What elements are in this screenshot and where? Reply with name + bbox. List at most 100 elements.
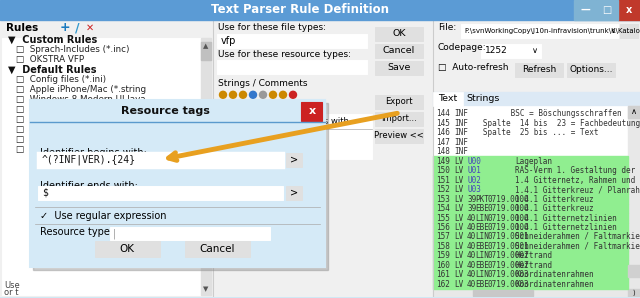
Text: 0719.0000: 0719.0000 — [487, 223, 529, 232]
Text: ...: ... — [625, 27, 632, 35]
Text: LV: LV — [454, 185, 463, 194]
Text: EBE: EBE — [475, 261, 489, 270]
Text: LV: LV — [454, 214, 463, 223]
Text: EBE: EBE — [475, 204, 489, 213]
Text: Resource tags: Resource tags — [121, 106, 210, 116]
Bar — [0, 20, 213, 297]
Text: ▲: ▲ — [204, 43, 209, 49]
Text: Use: Use — [4, 281, 20, 290]
Bar — [217, 34, 367, 48]
Bar — [628, 289, 640, 297]
Text: ▼  Default Rules: ▼ Default Rules — [8, 65, 97, 75]
Text: 160: 160 — [436, 261, 450, 270]
Text: Spalte  14 bis  23 = Fachbedeutung: Spalte 14 bis 23 = Fachbedeutung — [469, 119, 640, 128]
Text: Save: Save — [387, 63, 411, 72]
Bar — [433, 270, 628, 280]
Text: RAS-Verm 1. Gestaltung der Pläne: RAS-Verm 1. Gestaltung der Pläne — [515, 166, 640, 175]
Text: ▼  Custom Rules: ▼ Custom Rules — [8, 35, 97, 45]
Bar — [201, 38, 211, 295]
Text: 0719.0003: 0719.0003 — [487, 270, 529, 280]
Text: 40: 40 — [467, 270, 476, 280]
Text: ^(?INF|VER).{24}: ^(?INF|VER).{24} — [42, 154, 136, 165]
Text: Koordinatenrahmen: Koordinatenrahmen — [515, 280, 594, 289]
Circle shape — [269, 91, 276, 98]
Bar — [620, 24, 638, 38]
Text: 40: 40 — [467, 214, 476, 223]
Text: Cancel: Cancel — [199, 244, 235, 254]
Text: 144: 144 — [436, 109, 450, 118]
Text: LIN: LIN — [475, 252, 489, 260]
Bar — [30, 100, 325, 267]
Bar — [433, 232, 628, 241]
Text: □  OKSTRA VFP: □ OKSTRA VFP — [16, 55, 84, 64]
Text: U03: U03 — [467, 185, 481, 194]
Text: (?INF|...: (?INF|... — [221, 139, 269, 148]
Text: □  Windows 8 Modern UI Java: □ Windows 8 Modern UI Java — [16, 95, 146, 104]
Text: INF: INF — [454, 128, 468, 137]
Text: Options...: Options... — [569, 65, 612, 74]
Bar — [0, 0, 640, 20]
Text: 40: 40 — [467, 280, 476, 289]
Text: 146: 146 — [436, 128, 450, 137]
Text: LIN: LIN — [475, 270, 489, 280]
Text: LV: LV — [454, 166, 463, 175]
Text: —: — — [580, 5, 590, 15]
Text: □  Symbian (*.RLS): □ Symbian (*.RLS) — [16, 105, 101, 114]
Bar — [286, 186, 302, 200]
Bar — [618, 0, 640, 20]
Bar — [461, 24, 618, 38]
Text: Strings / Comments: Strings / Comments — [218, 79, 307, 88]
Text: Text: Text — [438, 94, 458, 103]
Text: BSC = Böschungsschraffen: BSC = Böschungsschraffen — [469, 109, 621, 118]
Text: vfp: vfp — [221, 36, 236, 46]
Bar — [375, 95, 423, 109]
Text: +: + — [60, 21, 70, 35]
Bar — [2, 38, 211, 295]
Text: EBE: EBE — [475, 223, 489, 232]
Text: >: > — [290, 155, 298, 165]
Text: x: x — [626, 5, 632, 15]
Bar — [375, 27, 423, 41]
Text: LV: LV — [454, 204, 463, 213]
Text: 148: 148 — [436, 147, 450, 156]
Bar — [38, 153, 283, 167]
Text: 0719.0002: 0719.0002 — [487, 252, 529, 260]
Bar — [95, 241, 160, 257]
Text: LIN: LIN — [475, 232, 489, 241]
Text: ✓  Use regular expression: ✓ Use regular expression — [40, 210, 166, 221]
Text: Ends with: Ends with — [308, 117, 349, 126]
Text: 1.4.1 Gitterkreuz: 1.4.1 Gitterkreuz — [515, 204, 594, 213]
Bar — [375, 112, 423, 126]
Text: LV: LV — [454, 252, 463, 260]
Text: Schneiderahmen / Faltmarkierung: Schneiderahmen / Faltmarkierung — [515, 232, 640, 241]
Bar — [185, 241, 250, 257]
Text: 152: 152 — [436, 185, 450, 194]
Circle shape — [280, 91, 287, 98]
Text: /: / — [75, 21, 79, 35]
Text: 147: 147 — [436, 138, 450, 147]
Text: U00: U00 — [467, 157, 481, 166]
Text: 1252: 1252 — [485, 46, 508, 55]
Text: 0719.0000: 0719.0000 — [487, 214, 529, 223]
Circle shape — [220, 91, 227, 98]
Bar — [433, 106, 628, 289]
Bar — [201, 42, 211, 60]
Text: INF: INF — [454, 138, 468, 147]
Bar — [567, 63, 615, 77]
Text: ▼: ▼ — [204, 286, 209, 292]
Text: ∧: ∧ — [631, 107, 637, 116]
Bar — [433, 194, 628, 204]
Text: or t: or t — [4, 288, 19, 297]
Bar — [217, 60, 367, 74]
Text: □  Apple iPhone/Mac (*.string: □ Apple iPhone/Mac (*.string — [16, 85, 146, 94]
Text: □  Sprach-Includes (*.inc): □ Sprach-Includes (*.inc) — [16, 45, 129, 55]
Bar — [433, 166, 628, 175]
Bar — [433, 156, 628, 166]
Text: Strings: Strings — [467, 94, 500, 103]
Text: Rules: Rules — [6, 23, 38, 33]
Text: LV: LV — [454, 223, 463, 232]
Bar — [433, 204, 628, 213]
Circle shape — [259, 91, 266, 98]
Bar — [213, 20, 433, 297]
Text: ⟩: ⟩ — [632, 290, 636, 297]
